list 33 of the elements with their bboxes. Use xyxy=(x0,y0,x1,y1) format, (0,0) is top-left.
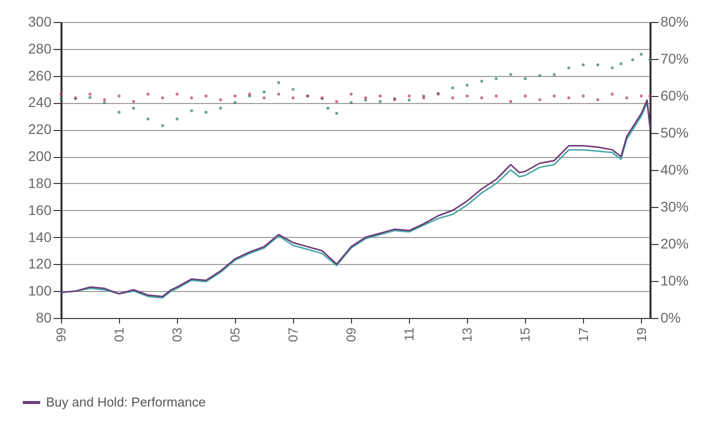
y-tick-label: 220 xyxy=(28,121,52,138)
y2-tick-label: 10% xyxy=(660,272,689,288)
y-tick-label: 240 xyxy=(28,94,52,110)
y-tick-label: 80 xyxy=(36,310,52,326)
x-tick-label: 01 xyxy=(112,328,127,342)
x-tick-label: 17 xyxy=(576,328,591,342)
x-tick-label: 19 xyxy=(634,328,649,342)
y-tick-label: 200 xyxy=(28,148,52,164)
y2-tick-label: 60% xyxy=(660,88,689,104)
y2-tick-label: 20% xyxy=(660,236,689,252)
x-tick-label: 09 xyxy=(344,328,359,342)
y2-tick-label: 70% xyxy=(660,50,689,66)
y-tick-label: 140 xyxy=(28,228,52,245)
y2-tick-label: 40% xyxy=(660,162,689,178)
y-tick-label: 100 xyxy=(28,282,52,299)
y-tick-label: 120 xyxy=(28,256,52,272)
x-tick-label: 99 xyxy=(54,328,68,342)
x-tick-label: 11 xyxy=(402,328,417,341)
y-tick-label: 300 xyxy=(28,14,52,30)
x-tick-label: 15 xyxy=(518,328,533,342)
y2-tick-label: 80% xyxy=(660,14,689,30)
x-tick-label: 05 xyxy=(228,328,243,342)
x-tick-label: 03 xyxy=(170,328,185,342)
y2-tick-label: 0% xyxy=(660,310,681,326)
legend-label: Buy and Hold: Performance xyxy=(46,394,206,410)
y-tick-label: 160 xyxy=(28,202,52,218)
y2-tick-label: 50% xyxy=(660,124,689,140)
x-tick-label: 07 xyxy=(286,328,301,342)
x-tick-label: 13 xyxy=(460,328,475,342)
y-tick-label: 260 xyxy=(28,67,52,84)
y-tick-label: 280 xyxy=(28,40,52,56)
y2-tick-label: 30% xyxy=(660,198,689,214)
y-tick-label: 180 xyxy=(28,174,52,191)
